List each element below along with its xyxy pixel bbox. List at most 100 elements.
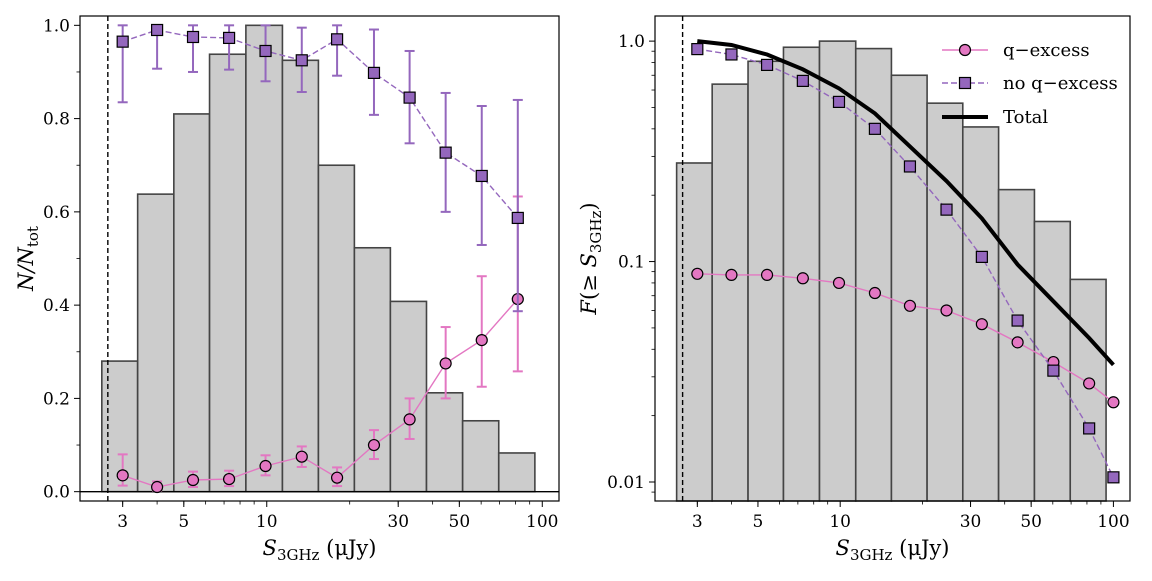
series-line bbox=[122, 298, 519, 488]
data-point bbox=[832, 276, 846, 290]
data-point bbox=[796, 74, 809, 87]
histogram-bar bbox=[173, 113, 211, 493]
histogram-bar bbox=[425, 392, 464, 493]
data-point bbox=[439, 146, 452, 159]
data-point bbox=[940, 304, 953, 317]
x-axis-label: S3GHz (μJy) bbox=[836, 536, 950, 564]
histogram-bar bbox=[961, 126, 1000, 502]
y-tick-label: 1.0 bbox=[43, 16, 70, 36]
y-tick-label: 0.2 bbox=[43, 389, 70, 409]
data-point bbox=[1107, 396, 1120, 409]
data-point bbox=[691, 267, 704, 280]
data-point bbox=[760, 268, 774, 281]
legend: q−excess no q−excess Total bbox=[942, 40, 1118, 128]
histogram-bar bbox=[136, 193, 175, 493]
x-tick-label: 30 bbox=[387, 512, 409, 532]
series-no-q-excess bbox=[691, 43, 1120, 484]
y-axis-label: N/Ntot bbox=[14, 226, 42, 292]
x-tick-label: 100 bbox=[526, 512, 558, 532]
y-axis-label: F(≥ S3GHz) bbox=[577, 202, 605, 315]
axes-frame bbox=[654, 15, 1131, 502]
histogram-bar bbox=[890, 74, 928, 502]
data-point bbox=[439, 357, 452, 370]
data-point bbox=[116, 35, 129, 48]
data-point bbox=[691, 43, 704, 56]
data-point bbox=[868, 122, 882, 135]
histogram-bar bbox=[281, 59, 320, 493]
data-point bbox=[151, 480, 164, 494]
x-tick-label: 5 bbox=[178, 512, 189, 532]
x-tick-label: 10 bbox=[829, 512, 851, 532]
data-point bbox=[511, 211, 524, 225]
data-point bbox=[116, 469, 129, 482]
data-point bbox=[832, 95, 846, 108]
histogram-bar bbox=[461, 419, 500, 493]
histogram-bar bbox=[926, 102, 964, 502]
data-point bbox=[725, 48, 738, 61]
x-tick-label: 3 bbox=[117, 512, 128, 532]
y-tick-label: 0.01 bbox=[607, 473, 645, 493]
histogram-bar bbox=[317, 164, 356, 493]
legend-label: Total bbox=[1003, 107, 1048, 128]
data-point bbox=[151, 23, 164, 37]
y-tick-label: 0.0 bbox=[43, 483, 70, 503]
data-point bbox=[903, 299, 917, 312]
panel-right: 3 5 10 30 50 100 0.01 0.1 1.0 S3GHz (μJy) F(≥ S3GH… bbox=[577, 15, 1131, 564]
y-tick-label: 0.6 bbox=[43, 203, 70, 223]
histogram-bar bbox=[747, 60, 785, 502]
data-point bbox=[1107, 471, 1120, 484]
data-point bbox=[295, 54, 308, 67]
data-point bbox=[295, 450, 308, 463]
total-line bbox=[697, 39, 1115, 367]
data-point bbox=[1011, 314, 1024, 327]
data-point bbox=[367, 66, 381, 79]
x-tick-label: 30 bbox=[960, 512, 982, 532]
data-point bbox=[186, 30, 200, 44]
y-tick-label: 0.4 bbox=[43, 296, 70, 316]
legend-label: no q−excess bbox=[1003, 73, 1118, 94]
data-point bbox=[367, 438, 381, 452]
data-point bbox=[403, 91, 416, 104]
data-point bbox=[222, 31, 236, 45]
data-point bbox=[330, 33, 344, 46]
y-tick-label: 0.1 bbox=[618, 253, 645, 273]
histogram-bar bbox=[711, 83, 749, 502]
series-total bbox=[697, 39, 1115, 367]
histogram-bar bbox=[854, 47, 893, 502]
x-tick-label: 3 bbox=[692, 512, 703, 532]
data-point bbox=[868, 286, 882, 300]
data-point bbox=[222, 472, 236, 486]
legend-marker bbox=[958, 76, 972, 90]
data-point bbox=[796, 272, 809, 285]
x-tick-label: 10 bbox=[256, 512, 278, 532]
histogram-bar bbox=[208, 53, 247, 493]
x-tick-label: 5 bbox=[753, 512, 764, 532]
data-point bbox=[186, 473, 200, 487]
data-point bbox=[975, 250, 988, 263]
data-point bbox=[1083, 377, 1096, 390]
data-point bbox=[903, 160, 917, 173]
legend-marker bbox=[958, 43, 972, 57]
legend-label: q−excess bbox=[1003, 40, 1090, 61]
y-tick-label: 1.0 bbox=[618, 32, 645, 52]
histogram-bar bbox=[353, 246, 392, 493]
histogram-bar bbox=[1069, 278, 1107, 502]
data-point bbox=[475, 169, 488, 183]
x-axis-label: S3GHz (μJy) bbox=[263, 536, 377, 564]
histogram-bar bbox=[497, 452, 536, 493]
data-point bbox=[475, 334, 488, 347]
data-point bbox=[403, 413, 416, 426]
x-tick-label: 50 bbox=[1020, 512, 1042, 532]
data-point bbox=[975, 318, 988, 331]
x-tick-label: 100 bbox=[1097, 512, 1129, 532]
data-point bbox=[760, 58, 774, 72]
data-point bbox=[1011, 336, 1024, 349]
x-tick-label: 50 bbox=[449, 512, 471, 532]
panel-left: 3 5 10 30 50 100 0.0 0.2 0.4 0.6 0.8 1.0 S3GHz (μJy)… bbox=[14, 15, 560, 564]
data-point bbox=[259, 459, 272, 473]
series-no-q-excess bbox=[116, 23, 524, 313]
series-q-excess bbox=[116, 195, 524, 494]
data-point bbox=[940, 203, 953, 216]
histogram-bar bbox=[245, 24, 284, 493]
